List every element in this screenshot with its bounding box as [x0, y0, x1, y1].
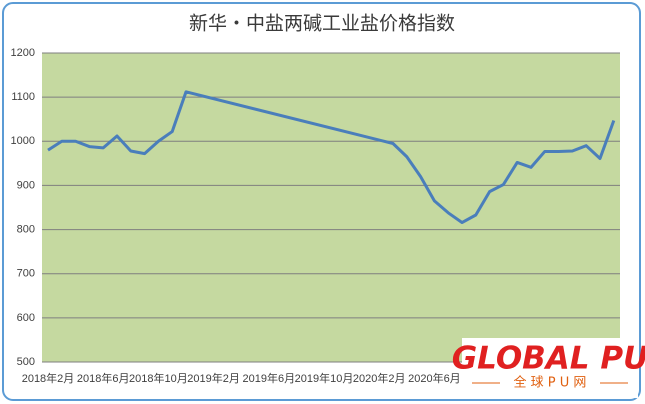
- y-tick-label: 900: [17, 179, 35, 191]
- x-tick-label: 2019年2月: [187, 371, 240, 385]
- x-tick-label: 2020年2月: [353, 371, 406, 385]
- y-tick-label: 700: [17, 268, 35, 280]
- x-tick-label: 2020年6月: [408, 371, 461, 385]
- y-tick-label: 1200: [11, 47, 35, 59]
- x-tick-label: 2018年6月: [77, 371, 130, 385]
- series-line: [47, 90, 616, 225]
- y-tick-label: 1000: [11, 135, 35, 147]
- x-tick-label: 2019年6月: [243, 371, 296, 385]
- x-tick-label: 2018年2月: [22, 371, 75, 385]
- watermark-tagline: 全 球 P U 网: [514, 375, 587, 391]
- x-tick-label: 2019年10月: [295, 371, 354, 385]
- y-tick-label: 600: [17, 312, 35, 324]
- plot-area: [42, 53, 620, 362]
- y-tick-label: 500: [17, 356, 35, 368]
- chart-title: 新华・中盐两碱工业盐价格指数: [189, 13, 455, 35]
- y-tick-label: 1100: [11, 91, 35, 103]
- watermark: GLOBAL PU 全 球 P U 网: [452, 338, 645, 398]
- watermark-bg: [462, 338, 638, 398]
- x-tick-label: 2018年10月: [129, 371, 188, 385]
- y-tick-label: 800: [17, 223, 35, 235]
- watermark-logo: GLOBAL PU: [452, 341, 645, 377]
